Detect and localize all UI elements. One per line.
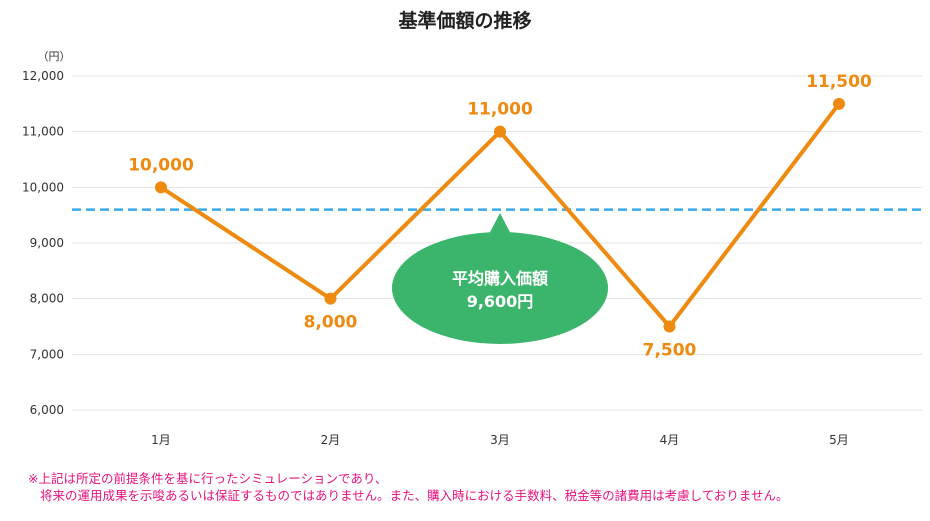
x-tick-label: 2月 (321, 433, 341, 447)
y-tick-label: 10,000 (22, 180, 64, 194)
data-point (833, 97, 845, 110)
data-point (663, 320, 676, 333)
y-tick-label: 9,000 (30, 236, 64, 250)
y-tick-label: 11,000 (22, 125, 64, 139)
average-price-callout: 平均購入価額 9,600円 (392, 213, 608, 344)
callout-value: 9,600円 (467, 292, 534, 311)
data-point (494, 125, 506, 138)
data-label: 7,500 (643, 341, 697, 361)
data-label: 10,000 (128, 155, 194, 175)
data-labels: 10,000 8,000 11,000 7,500 11,500 (128, 72, 872, 361)
data-point (324, 292, 337, 305)
y-axis-unit-label: （円） (38, 50, 71, 63)
data-points (155, 97, 845, 333)
y-tick-label: 7,000 (30, 347, 64, 361)
chart-title: 基準価額の推移 (398, 10, 532, 32)
disclaimer-footnote: ※上記は所定の前提条件を基に行ったシミュレーションであり、 将来の運用成果を示唆… (28, 470, 789, 504)
x-tick-label: 3月 (490, 433, 510, 447)
x-tick-label: 4月 (660, 433, 680, 447)
y-tick-label: 6,000 (30, 403, 64, 417)
data-label: 8,000 (304, 313, 358, 333)
data-point (155, 181, 167, 194)
data-label: 11,500 (806, 72, 872, 92)
y-axis: （円） 6,000 7,000 8,000 9,000 10,000 11,000 12,0… (22, 50, 71, 417)
x-tick-label: 5月 (829, 433, 849, 447)
footnote-line-2: 将来の運用成果を示唆あるいは保証するものではありません。また、購入時における手数… (40, 488, 789, 503)
callout-label: 平均購入価額 (452, 269, 548, 288)
y-tick-label: 8,000 (30, 292, 64, 306)
footnote-line-1: ※上記は所定の前提条件を基に行ったシミュレーションであり、 (28, 471, 388, 486)
x-axis: 1月 2月 3月 4月 5月 (151, 433, 849, 447)
y-tick-label: 12,000 (22, 69, 64, 83)
x-tick-label: 1月 (151, 433, 171, 447)
data-label: 11,000 (467, 100, 533, 120)
callout-bubble (392, 232, 608, 344)
